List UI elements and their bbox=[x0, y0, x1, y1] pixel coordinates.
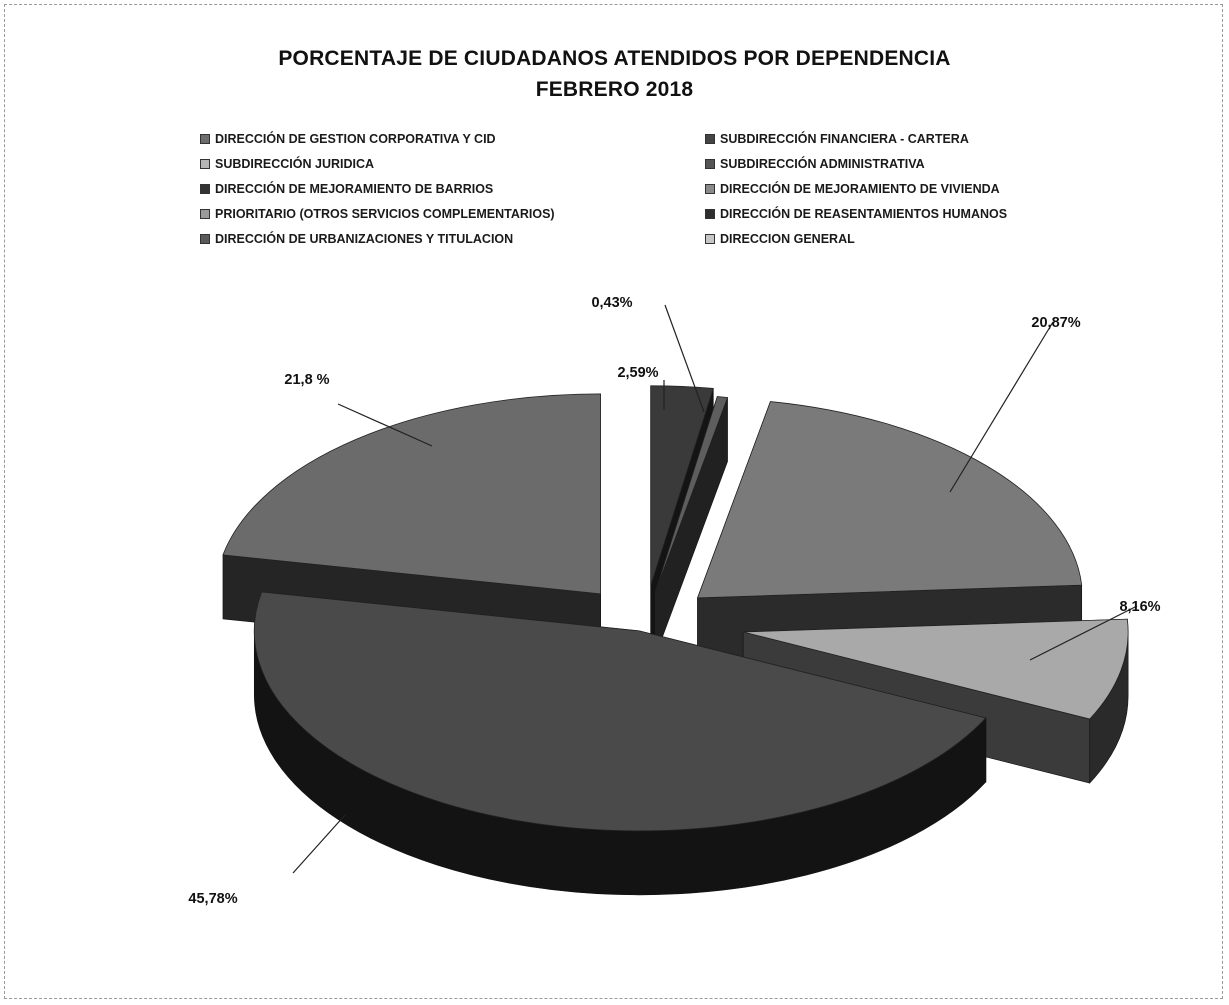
pie-slice-top bbox=[253, 591, 987, 832]
data-label: 45,78% bbox=[188, 891, 237, 907]
data-label: 0,43% bbox=[591, 295, 632, 311]
legend-swatch bbox=[200, 234, 210, 244]
chart-subtitle: FEBRERO 2018 bbox=[535, 78, 694, 101]
legend-label: DIRECCIÓN DE MEJORAMIENTO DE VIVIENDA bbox=[720, 182, 1000, 196]
legend-label: DIRECCION GENERAL bbox=[720, 232, 855, 246]
legend-item: SUBDIRECCIÓN ADMINISTRATIVA bbox=[705, 157, 1100, 171]
chart-legend: DIRECCIÓN DE GESTION CORPORATIVA Y CID SU… bbox=[200, 132, 1100, 246]
data-label: 8,16% bbox=[1119, 599, 1160, 615]
legend-label: SUBDIRECCIÓN JURIDICA bbox=[215, 157, 375, 171]
legend-swatch bbox=[705, 184, 715, 194]
legend-item: DIRECCIÓN DE URBANIZACIONES Y TITULACION bbox=[200, 232, 705, 246]
pie-slice-top bbox=[222, 393, 601, 595]
legend-label: DIRECCIÓN DE MEJORAMIENTO DE BARRIOS bbox=[215, 182, 494, 196]
legend-item: SUBDIRECCIÓN JURIDICA bbox=[200, 157, 705, 171]
legend-swatch bbox=[705, 134, 715, 144]
chart-frame bbox=[4, 4, 1223, 999]
chart-title: PORCENTAJE DE CIUDADANOS ATENDIDOS POR D… bbox=[278, 47, 951, 70]
legend-swatch bbox=[200, 159, 210, 169]
legend-item: PRIORITARIO (OTROS SERVICIOS COMPLEMENTA… bbox=[200, 207, 705, 221]
leader-line bbox=[1029, 605, 1138, 661]
legend-swatch bbox=[200, 134, 210, 144]
pie-slice-top bbox=[696, 401, 1083, 599]
legend-swatch bbox=[200, 209, 210, 219]
leader-line bbox=[664, 304, 705, 413]
data-label: 20,87% bbox=[1031, 315, 1080, 331]
leader-line bbox=[292, 814, 346, 874]
pie-slice bbox=[654, 396, 729, 658]
legend-swatch bbox=[200, 184, 210, 194]
legend-item: DIRECCIÓN DE MEJORAMIENTO DE BARRIOS bbox=[200, 182, 705, 196]
pie-slice-top bbox=[654, 396, 729, 594]
data-label: 2,59% bbox=[617, 365, 658, 381]
pie-slice-top bbox=[743, 618, 1129, 720]
legend-item: DIRECCIÓN DE MEJORAMIENTO DE VIVIENDA bbox=[705, 182, 1100, 196]
legend-item: SUBDIRECCIÓN FINANCIERA - CARTERA bbox=[705, 132, 1100, 146]
legend-swatch bbox=[705, 234, 715, 244]
legend-item: DIRECCIÓN DE REASENTAMIENTOS HUMANOS bbox=[705, 207, 1100, 221]
leader-line bbox=[337, 403, 433, 447]
legend-label: DIRECCIÓN DE URBANIZACIONES Y TITULACION bbox=[215, 232, 514, 246]
legend-swatch bbox=[705, 159, 715, 169]
pie-slice-top bbox=[650, 385, 714, 586]
legend-item: DIRECCION GENERAL bbox=[705, 232, 1100, 246]
pie-slice bbox=[253, 591, 987, 896]
legend-label: PRIORITARIO (OTROS SERVICIOS COMPLEMENTA… bbox=[215, 207, 555, 221]
legend-swatch bbox=[705, 209, 715, 219]
legend-label: SUBDIRECCIÓN ADMINISTRATIVA bbox=[720, 157, 925, 171]
legend-label: SUBDIRECCIÓN FINANCIERA - CARTERA bbox=[720, 132, 969, 146]
legend-item: DIRECCIÓN DE GESTION CORPORATIVA Y CID bbox=[200, 132, 705, 146]
data-label: 21,8 % bbox=[284, 372, 329, 388]
leader-line bbox=[949, 321, 1054, 493]
legend-label: DIRECCIÓN DE REASENTAMIENTOS HUMANOS bbox=[720, 207, 1008, 221]
legend-label: DIRECCIÓN DE GESTION CORPORATIVA Y CID bbox=[215, 132, 496, 146]
